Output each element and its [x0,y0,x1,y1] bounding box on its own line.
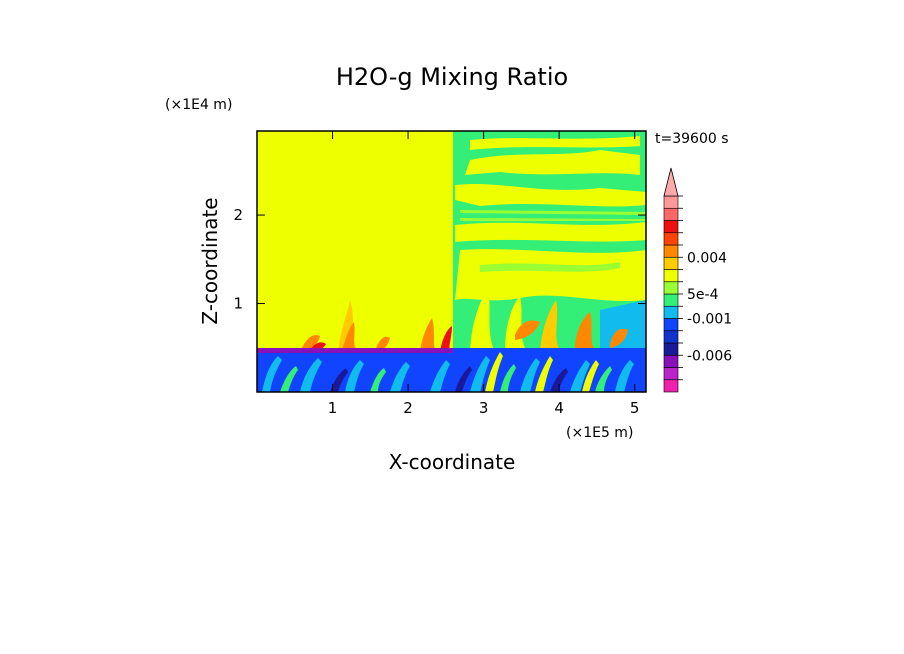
colorbar-level [663,269,679,283]
boundary-cyan-streaks [262,356,634,392]
plot-field [257,131,646,392]
boundary-dark-streaks [330,366,568,392]
y-tick-label: 2 [233,206,243,224]
colorbar-extend-arrow [663,167,679,197]
right-yellow-bands [455,136,646,302]
boundary-top-purple [257,348,453,353]
colorbar-label: -0.001 [687,312,732,328]
right-light-green-streaks [460,210,646,272]
colorbar-level [663,244,679,258]
colorbar-level [663,354,679,368]
colorbar-label: 5e-4 [687,287,719,303]
time-label: t=39600 s [655,131,729,147]
y-ticks: 12 [233,206,646,313]
colorbar-level [663,256,679,270]
colorbar-level [663,318,679,332]
colorbar-level [663,305,679,319]
colorbar-level [663,330,679,344]
y-unit-label: (×1E4 m) [165,97,232,113]
x-axis-label: X-coordinate [389,450,516,474]
x-tick-label: 3 [479,399,489,417]
x-tick-label: 4 [554,399,564,417]
colorbar-level [663,220,679,234]
right-plumes [470,290,628,352]
colorbar-level [663,342,679,356]
y-tick-label: 1 [233,295,243,313]
boundary-yellow-streaks [485,352,599,392]
colorbar-level [663,281,679,295]
colorbar-level [663,379,679,393]
x-tick-label: 2 [403,399,413,417]
colorbar-label: 0.004 [687,250,727,266]
colorbar-label: -0.006 [687,348,732,364]
colorbar-level [663,232,679,246]
colorbar-level [663,195,679,209]
x-tick-label: 1 [328,399,338,417]
boundary-green-streaks [280,364,612,392]
colorbar-level [663,293,679,307]
colorbar-level [663,207,679,221]
colorbar: -0.006 -0.001 5e-4 0.004 [663,167,732,393]
colorbar-level [663,367,679,381]
x-tick-label: 5 [630,399,640,417]
x-unit-label: (×1E5 m) [566,425,633,441]
x-ticks: 1 2 3 4 5 [328,131,640,417]
chart-title: H2O-g Mixing Ratio [336,63,568,91]
plot-frame [256,130,647,393]
y-axis-label: Z-coordinate [198,197,222,324]
